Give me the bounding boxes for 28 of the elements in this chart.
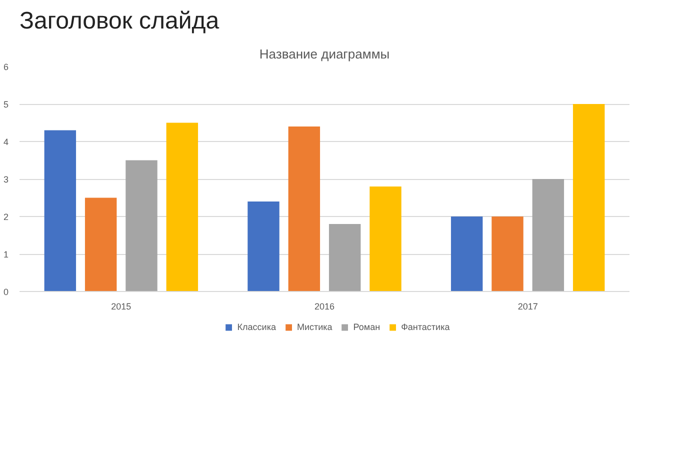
- bar: [248, 202, 280, 292]
- chart-title: Название диаграммы: [259, 46, 390, 62]
- bar: [166, 122, 198, 292]
- x-tick-label: 2016: [314, 302, 335, 312]
- y-tick-label: 3: [3, 174, 9, 184]
- y-tick-label: 6: [3, 62, 9, 72]
- y-tick-label: 1: [3, 250, 9, 260]
- legend-label: Классика: [237, 322, 276, 332]
- x-tick-label: 2015: [111, 302, 132, 312]
- bar: [84, 198, 117, 292]
- legend-label: Мистика: [296, 322, 332, 332]
- y-tick-label: 5: [3, 100, 9, 110]
- bar: [572, 104, 605, 292]
- legend-label: Фантастика: [401, 322, 450, 332]
- bar: [492, 216, 524, 292]
- bar: [450, 216, 483, 292]
- bar: [288, 126, 320, 292]
- bar: [126, 160, 158, 292]
- y-tick-label: 4: [3, 137, 9, 147]
- bar: [370, 186, 402, 292]
- y-tick-label: 2: [3, 212, 9, 222]
- bar: [328, 224, 361, 292]
- y-tick-label: 0: [3, 287, 9, 297]
- legend-label: Роман: [353, 322, 380, 332]
- text: Заголовок слайда: [20, 8, 220, 34]
- bar: [44, 130, 76, 292]
- bar: [532, 179, 564, 292]
- x-tick-label: 2017: [518, 302, 538, 312]
